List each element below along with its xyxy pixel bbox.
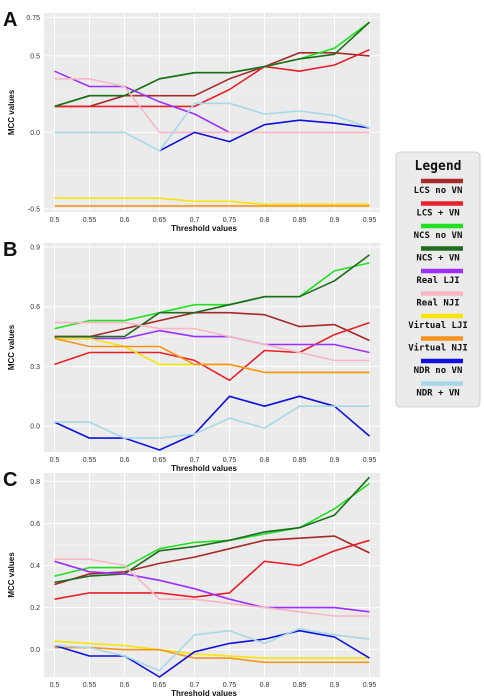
y-tick-label: 0.0 [30, 424, 40, 431]
series-line-virtual-lji [54, 640, 370, 659]
y-axis-title: MCC values [7, 324, 16, 370]
y-tick-label: 0.9 [30, 244, 40, 251]
series-line-ndr-no-vn [54, 395, 371, 451]
x-tick-label: 0.7 [190, 457, 200, 464]
legend-label: Real LJI [416, 276, 459, 286]
series-line-real-nji [54, 321, 370, 362]
legend-label: LCS no VN [414, 186, 463, 196]
plot-area [44, 13, 380, 212]
x-tick-label: 0.85 [293, 457, 307, 464]
series-line-lcs-no-vn [54, 311, 370, 342]
legend-label: Virtual LJI [408, 320, 468, 331]
series-line-ndr-vn [54, 627, 370, 672]
series-line-ncs-no-vn [54, 262, 370, 330]
y-tick-label: 0.4 [30, 563, 40, 570]
y-tick-label: 0.2 [30, 605, 40, 612]
x-tick-label: 0.7 [190, 217, 200, 224]
x-axis-title: Threshold values [171, 689, 237, 698]
series-line-ncs-vn [54, 21, 371, 108]
y-tick-label: 0.6 [30, 521, 40, 528]
chart-panel-c: 0.0 0.2 0.4 0.6 0.8 0.5 0.55 0.6 0.65 0.7 0.75 0.8 0… [3, 469, 380, 698]
x-tick-label: 0.95 [363, 217, 377, 224]
x-tick-label: 0.85 [293, 217, 307, 224]
legend-label: NCS + VN [416, 254, 459, 264]
series-line-ncs-vn [54, 476, 371, 584]
x-tick-label: 0.9 [330, 217, 340, 224]
y-tick-label: 0.6 [30, 304, 40, 311]
y-tick-label: 0.75 [26, 15, 40, 22]
x-tick-label: 0.6 [120, 457, 130, 464]
x-axis-title: Threshold values [171, 464, 237, 473]
y-tick-label: 0.0 [30, 647, 40, 654]
series-line-real-lji [54, 70, 230, 134]
x-tick-label: 0.5 [50, 457, 60, 464]
series-line-ndr-no-vn [54, 629, 370, 678]
x-tick-label: 0.9 [330, 682, 340, 689]
legend-title: Legend [415, 159, 462, 174]
x-tick-label: 0.75 [223, 457, 237, 464]
x-tick-label: 0.85 [293, 682, 307, 689]
x-tick-label: 0.7 [190, 682, 200, 689]
x-tick-label: 0.75 [223, 217, 237, 224]
y-tick-label: -0.5 [28, 206, 40, 213]
x-tick-label: 0.6 [120, 217, 130, 224]
series-line-virtual-lji [54, 197, 370, 206]
panel-letter: B [3, 239, 17, 261]
y-tick-label: 0.3 [30, 364, 40, 371]
series-line-ndr-vn [54, 405, 370, 439]
series-line-ncs-no-vn [54, 482, 370, 577]
y-tick-label: 0.0 [30, 130, 40, 137]
panel-letter: C [3, 469, 17, 491]
series-line-virtual-nji [54, 646, 370, 664]
x-tick-label: 0.55 [83, 682, 97, 689]
x-tick-label: 0.5 [50, 682, 60, 689]
chart-panel-a: -0.5 0.0 0.5 0.75 0.5 0.55 0.6 0.65 0.7 0.75 0.8 0.… [3, 9, 380, 233]
series-line-real-nji [54, 558, 370, 617]
chart-panel-b: 0.0 0.3 0.6 0.9 0.5 0.55 0.6 0.65 0.7 0.75 0.8 0.85… [3, 239, 380, 473]
series-line-lcs-vn [54, 539, 370, 600]
x-tick-label: 0.65 [153, 457, 167, 464]
series-line-virtual-nji [54, 337, 370, 374]
legend-label: NDR no VN [414, 366, 463, 376]
x-tick-label: 0.75 [223, 682, 237, 689]
series-line-ndr-no-vn [159, 119, 370, 152]
series-line-lcs-vn [54, 321, 370, 382]
legend: Legend LCS no VN LCS + VN NCS no VN NCS + VN… [395, 151, 481, 408]
x-tick-label: 0.55 [83, 457, 97, 464]
legend-label: Virtual NJI [408, 343, 468, 354]
legend-box [395, 151, 481, 408]
x-axis-title: Threshold values [171, 224, 237, 233]
legend-label: NDR + VN [416, 389, 459, 399]
x-tick-label: 0.65 [153, 682, 167, 689]
x-tick-label: 0.95 [363, 457, 377, 464]
x-tick-label: 0.9 [330, 457, 340, 464]
x-tick-label: 0.8 [260, 217, 270, 224]
series-line-real-lji [54, 560, 370, 613]
x-tick-label: 0.95 [363, 682, 377, 689]
x-tick-label: 0.6 [120, 682, 130, 689]
y-tick-label: 0.8 [30, 479, 40, 486]
series-line-real-lji [54, 329, 370, 354]
series-line-ndr-vn [54, 102, 370, 152]
x-tick-label: 0.5 [50, 217, 60, 224]
series-line-lcs-vn [54, 48, 370, 108]
legend-label: LCS + VN [416, 209, 459, 219]
y-axis-title: MCC values [7, 552, 16, 598]
x-tick-label: 0.65 [153, 217, 167, 224]
series-line-ncs-vn [54, 254, 370, 338]
panel-letter: A [3, 9, 17, 31]
x-tick-label: 0.8 [260, 682, 270, 689]
series-line-real-nji [54, 78, 370, 134]
y-tick-label: 0.5 [30, 53, 40, 60]
legend-label: NCS no VN [414, 231, 463, 241]
legend-label: Real NJI [416, 299, 459, 309]
y-axis-title: MCC values [7, 89, 16, 135]
x-tick-label: 0.8 [260, 457, 270, 464]
x-tick-label: 0.55 [83, 217, 97, 224]
